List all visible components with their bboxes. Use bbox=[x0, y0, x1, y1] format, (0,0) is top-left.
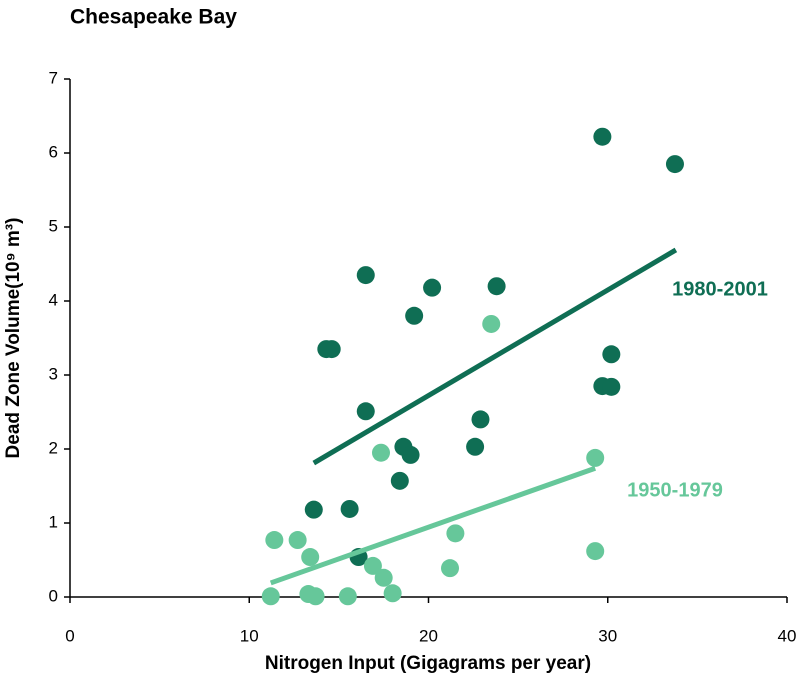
point bbox=[665, 155, 684, 174]
point bbox=[466, 437, 485, 456]
y-tick-label: 6 bbox=[49, 142, 58, 161]
point bbox=[301, 548, 320, 567]
chart-title: Chesapeake Bay bbox=[70, 6, 237, 29]
point bbox=[586, 542, 605, 561]
y-tick-label: 4 bbox=[49, 290, 58, 309]
point bbox=[405, 306, 424, 325]
point bbox=[602, 345, 621, 364]
x-tick-label: 20 bbox=[419, 626, 438, 645]
point bbox=[265, 531, 284, 550]
point bbox=[423, 278, 442, 297]
y-tick-label: 2 bbox=[49, 438, 58, 457]
point bbox=[383, 584, 402, 603]
point bbox=[374, 568, 393, 587]
point bbox=[441, 559, 460, 578]
point bbox=[487, 277, 506, 296]
point bbox=[446, 524, 465, 543]
point bbox=[586, 448, 605, 467]
x-tick-label: 30 bbox=[598, 626, 617, 645]
trend-line bbox=[269, 465, 597, 586]
point bbox=[401, 445, 420, 464]
point bbox=[356, 402, 375, 421]
y-tick-label: 0 bbox=[49, 586, 58, 605]
point bbox=[363, 556, 382, 575]
point bbox=[390, 471, 409, 490]
point bbox=[338, 587, 357, 606]
y-tick-label: 1 bbox=[49, 512, 58, 531]
x-axis-label: Nitrogen Input (Gigagrams per year) bbox=[265, 653, 591, 674]
point bbox=[471, 410, 490, 429]
point bbox=[482, 314, 501, 333]
point bbox=[593, 127, 612, 146]
point bbox=[322, 340, 341, 359]
point bbox=[288, 531, 307, 550]
x-tick-label: 0 bbox=[65, 626, 74, 645]
x-tick-label: 40 bbox=[778, 626, 797, 645]
y-axis-label: Dead Zone Volume(10⁹ m³) bbox=[3, 218, 24, 459]
point bbox=[261, 587, 280, 606]
point bbox=[371, 443, 390, 462]
trend-line bbox=[312, 247, 678, 466]
y-tick-label: 7 bbox=[49, 68, 58, 87]
series-label: 1980-2001 bbox=[672, 278, 768, 300]
point bbox=[356, 266, 375, 285]
point bbox=[602, 377, 621, 396]
point bbox=[304, 500, 323, 519]
point bbox=[306, 587, 325, 606]
x-tick-label: 10 bbox=[240, 626, 259, 645]
series-label: 1950-1979 bbox=[627, 479, 723, 501]
y-tick-label: 5 bbox=[49, 216, 58, 235]
point bbox=[340, 499, 359, 518]
y-tick-label: 3 bbox=[49, 364, 58, 383]
